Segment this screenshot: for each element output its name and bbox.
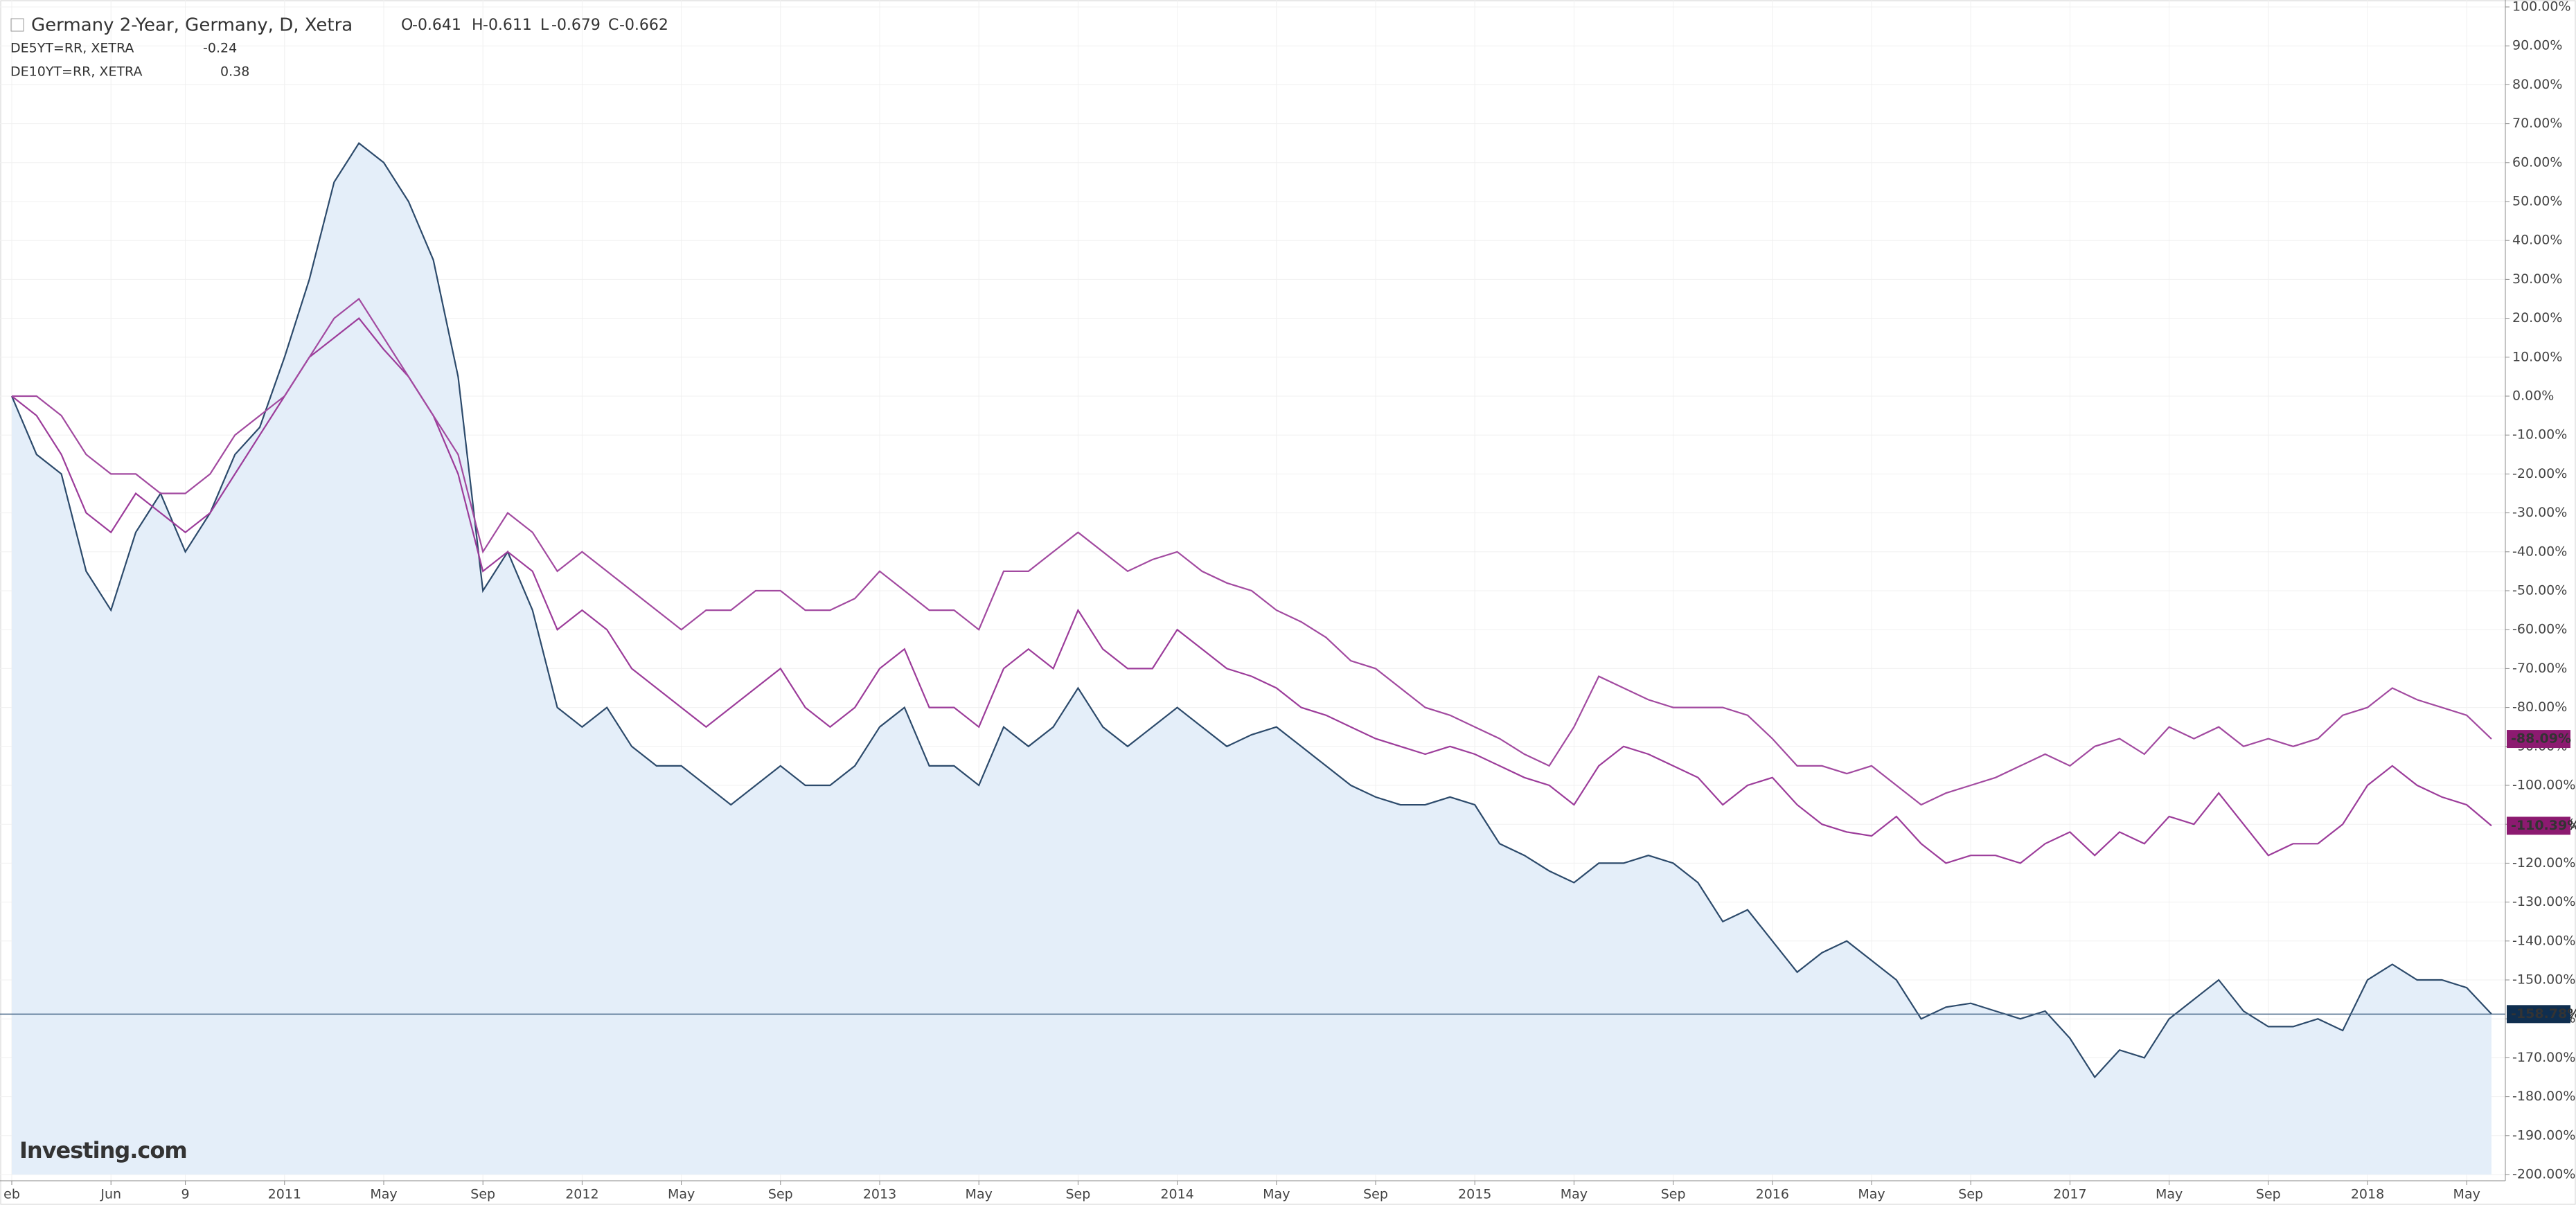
x-tick-label: 2017 bbox=[2053, 1187, 2086, 1202]
ohlc-value: -0.611 bbox=[483, 17, 532, 34]
y-tick-label: 0.00% bbox=[2512, 389, 2554, 404]
x-tick-label: May bbox=[668, 1187, 695, 1202]
x-tick-label: May bbox=[2156, 1187, 2183, 1202]
x-tick-label: 2013 bbox=[863, 1187, 896, 1202]
x-tick-label: 2011 bbox=[268, 1187, 301, 1202]
x-tick-label: 2018 bbox=[2351, 1187, 2384, 1202]
y-tick-label: -50.00% bbox=[2512, 583, 2567, 598]
y-tick-label: 60.00% bbox=[2512, 154, 2562, 170]
x-tick-label: 2015 bbox=[1458, 1187, 1491, 1202]
y-tick-label: -150.00% bbox=[2512, 972, 2575, 988]
x-tick-label: 9 bbox=[181, 1187, 190, 1202]
y-tick-label: 30.00% bbox=[2512, 271, 2562, 287]
value-tag-label: -110.39% bbox=[2511, 818, 2576, 833]
value-tag bbox=[2507, 816, 2570, 835]
x-tick-label: May bbox=[370, 1187, 397, 1202]
y-tick-label: -80.00% bbox=[2512, 699, 2567, 715]
x-tick-label: Sep bbox=[2256, 1187, 2281, 1202]
value-tag-label: -158.78% bbox=[2511, 1006, 2576, 1021]
x-tick-label: Jun bbox=[100, 1187, 121, 1202]
y-tick-label: -200.00% bbox=[2512, 1167, 2575, 1182]
legend-value: 0.38 bbox=[220, 64, 249, 80]
x-tick-label: 2014 bbox=[1160, 1187, 1193, 1202]
x-tick-label: 2012 bbox=[565, 1187, 598, 1202]
series-line bbox=[10, 142, 2492, 1079]
y-tick-label: 90.00% bbox=[2512, 38, 2562, 53]
x-tick-label: Sep bbox=[1661, 1187, 1686, 1202]
brand-logo: Investing.com bbox=[19, 1137, 187, 1163]
ohlc-label: C bbox=[608, 17, 619, 34]
y-tick-label: -60.00% bbox=[2512, 622, 2567, 637]
ohlc-value: -0.641 bbox=[412, 17, 461, 34]
x-tick-label: Sep bbox=[470, 1187, 495, 1202]
x-tick-label: Sep bbox=[1958, 1187, 1983, 1202]
area bbox=[12, 143, 2491, 1175]
ohlc-value: -0.662 bbox=[619, 17, 668, 34]
value-tag bbox=[2507, 730, 2570, 749]
y-tick-label: -130.00% bbox=[2512, 894, 2575, 909]
y-tick-label: 10.00% bbox=[2512, 349, 2562, 364]
x-tick-label: May bbox=[1858, 1187, 1885, 1202]
x-tick-label: May bbox=[2453, 1187, 2480, 1202]
axes: 100.00%90.00%80.00%70.00%60.00%50.00%40.… bbox=[3, 0, 2576, 1202]
x-tick-label: May bbox=[966, 1187, 993, 1202]
collapse-icon[interactable] bbox=[10, 18, 24, 32]
series-title: Germany 2-Year, Germany, D, Xetra bbox=[31, 15, 353, 36]
plot bbox=[0, 142, 2505, 1175]
x-tick-label: May bbox=[1263, 1187, 1290, 1202]
y-tick-label: -180.00% bbox=[2512, 1089, 2575, 1104]
y-tick-label: -30.00% bbox=[2512, 505, 2567, 520]
y-tick-label: -70.00% bbox=[2512, 661, 2567, 676]
y-tick-label: -40.00% bbox=[2512, 544, 2567, 559]
y-tick-label: -100.00% bbox=[2512, 778, 2575, 793]
y-tick-label: -170.00% bbox=[2512, 1050, 2575, 1065]
y-tick-label: -190.00% bbox=[2512, 1127, 2575, 1143]
y-tick-label: -120.00% bbox=[2512, 855, 2575, 871]
y-tick-label: -140.00% bbox=[2512, 933, 2575, 948]
x-tick-label: Sep bbox=[1065, 1187, 1090, 1202]
value-tag bbox=[2507, 1005, 2570, 1024]
legend-name: DE5YT=RR, XETRA bbox=[10, 41, 134, 56]
series-line bbox=[12, 297, 2492, 806]
ohlc-label: H bbox=[472, 17, 483, 34]
x-tick-label: Sep bbox=[1363, 1187, 1388, 1202]
legend-value: -0.24 bbox=[203, 41, 237, 56]
ohlc-value: -0.679 bbox=[551, 17, 601, 34]
x-tick-label: Sep bbox=[768, 1187, 793, 1202]
ohlc-label: O bbox=[401, 17, 413, 34]
y-tick-label: 20.00% bbox=[2512, 310, 2562, 325]
legend-name: DE10YT=RR, XETRA bbox=[10, 64, 142, 80]
x-tick-label: May bbox=[1561, 1187, 1588, 1202]
y-tick-label: 40.00% bbox=[2512, 233, 2562, 248]
x-tick-label: 2016 bbox=[1756, 1187, 1789, 1202]
ohlc-label: L bbox=[540, 17, 549, 34]
x-tick-label: eb bbox=[3, 1187, 20, 1202]
y-tick-label: 70.00% bbox=[2512, 116, 2562, 131]
y-tick-label: 80.00% bbox=[2512, 77, 2562, 92]
y-tick-label: -10.00% bbox=[2512, 427, 2567, 443]
y-tick-label: -20.00% bbox=[2512, 466, 2567, 481]
value-tag-label: -88.09% bbox=[2511, 731, 2571, 747]
y-tick-label: 100.00% bbox=[2512, 0, 2571, 15]
y-tick-label: 50.00% bbox=[2512, 194, 2562, 209]
